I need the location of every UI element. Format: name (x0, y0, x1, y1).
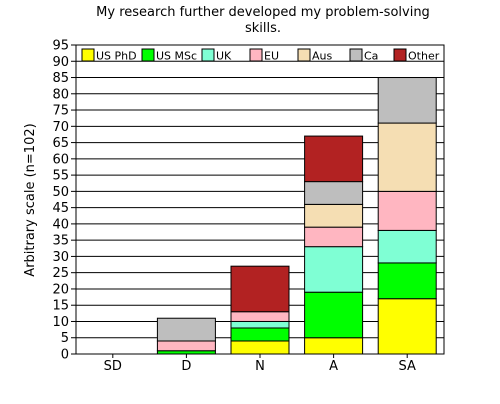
bar-D-EU (156, 340, 216, 352)
legend-label-Ca: Ca (364, 50, 378, 63)
y-tick-label-55: 55 (52, 169, 69, 184)
x-tick-label-D: D (181, 359, 191, 374)
bar-SA-US-PhD (377, 298, 437, 355)
bar-SA-US-MSc (377, 262, 437, 300)
bar-A-UK (304, 246, 364, 293)
bar-N-EU (230, 311, 290, 322)
plot-frame (75, 44, 445, 355)
x-tick-label-A: A (329, 359, 338, 374)
chart-title-line-2: skills. (245, 21, 281, 36)
bar-A-Ca (304, 181, 364, 205)
y-tick-label-85: 85 (52, 71, 69, 86)
y-tick-label-40: 40 (52, 217, 69, 232)
bar-N-US-PhD (230, 340, 290, 355)
bars (156, 77, 437, 355)
y-tick-label-25: 25 (52, 266, 69, 281)
y-tick-label-45: 45 (52, 201, 69, 216)
y-tick-label-75: 75 (52, 104, 69, 119)
legend: US PhD US MSc UK EU Aus Ca Other (81, 48, 440, 63)
y-tick-label-60: 60 (52, 152, 69, 167)
chart-title-line-1: My research further developed my problem… (96, 5, 430, 20)
legend-swatch-UK (201, 48, 215, 62)
legend-label-UK: UK (216, 50, 232, 63)
bar-N-UK (230, 320, 290, 329)
bar-A-US-PhD (304, 337, 364, 355)
legend-swatch-US-MSc (141, 48, 155, 62)
bar-SA-EU (377, 190, 437, 231)
legend-swatch-EU (249, 48, 263, 62)
legend-swatch-Other (393, 48, 407, 62)
y-tick-label-80: 80 (52, 87, 69, 102)
y-tick-label-5: 5 (61, 331, 69, 346)
legend-label-US-PhD: US PhD (96, 50, 137, 63)
y-tick-label-90: 90 (52, 55, 69, 70)
bar-D-Ca (156, 317, 216, 342)
legend-swatch-Aus (297, 48, 311, 62)
legend-swatch-Ca (349, 48, 363, 62)
x-tick-label-SA: SA (399, 359, 416, 374)
y-tick-label-65: 65 (52, 136, 69, 151)
y-tick-label-70: 70 (52, 120, 69, 135)
bar-A-Other (304, 135, 364, 183)
y-tick-label-15: 15 (52, 299, 69, 314)
legend-label-EU: EU (264, 50, 279, 63)
y-axis-label: Arbitrary scale (n=102) (23, 123, 38, 276)
bar-A-Aus (304, 203, 364, 228)
y-tick-label-35: 35 (52, 234, 69, 249)
legend-label-Other: Other (408, 50, 440, 63)
bar-N-US-MSc (230, 327, 290, 342)
legend-swatch-US-PhD (81, 48, 95, 62)
bar-SA-UK (377, 229, 437, 264)
legend-label-Aus: Aus (312, 50, 332, 63)
y-tick-label-0: 0 (61, 348, 69, 363)
legend-label-US-MSc: US MSc (156, 50, 197, 63)
bar-N-Other (230, 265, 290, 313)
bar-A-US-MSc (304, 291, 364, 339)
bar-A-EU (304, 226, 364, 248)
bar-SA-Ca (377, 77, 437, 124)
y-tick-label-30: 30 (52, 250, 69, 265)
x-tick-label-SD: SD (104, 359, 122, 374)
y-tick-label-95: 95 (52, 39, 69, 54)
y-tick-label-10: 10 (52, 315, 69, 330)
bar-SA-Aus (377, 122, 437, 192)
x-tick-label-N: N (255, 359, 265, 374)
y-tick-label-20: 20 (52, 282, 69, 297)
y-tick-label-50: 50 (52, 185, 69, 200)
